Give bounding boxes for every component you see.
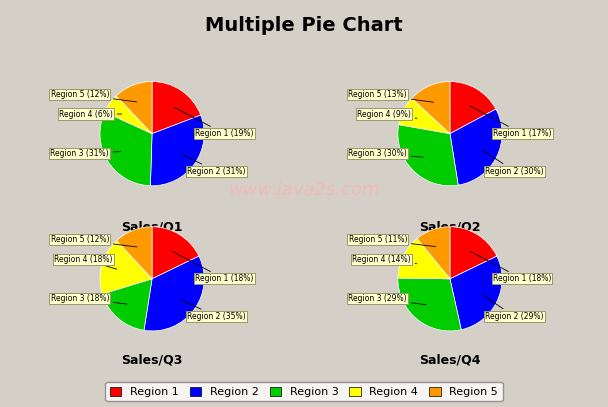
Wedge shape <box>450 81 496 133</box>
Wedge shape <box>450 227 497 279</box>
Text: www.java2s.com: www.java2s.com <box>228 181 380 199</box>
Wedge shape <box>398 278 461 331</box>
Wedge shape <box>117 227 152 279</box>
Wedge shape <box>105 96 152 133</box>
Text: Sales/Q2: Sales/Q2 <box>420 221 481 234</box>
Text: Region 4 (18%): Region 4 (18%) <box>55 255 117 269</box>
Text: Region 1 (18%): Region 1 (18%) <box>471 252 551 283</box>
Wedge shape <box>150 115 204 186</box>
Wedge shape <box>417 227 450 279</box>
Text: Region 3 (18%): Region 3 (18%) <box>50 294 127 304</box>
Text: Region 4 (6%): Region 4 (6%) <box>59 109 122 118</box>
Text: Region 2 (30%): Region 2 (30%) <box>483 150 544 176</box>
Wedge shape <box>450 109 502 185</box>
Wedge shape <box>399 98 450 133</box>
Text: Region 2 (35%): Region 2 (35%) <box>182 300 246 321</box>
Wedge shape <box>100 112 152 186</box>
Wedge shape <box>116 81 152 133</box>
Text: Sales/Q3: Sales/Q3 <box>122 354 183 367</box>
Wedge shape <box>144 256 204 331</box>
Text: Region 5 (11%): Region 5 (11%) <box>348 235 436 247</box>
Wedge shape <box>398 125 458 186</box>
Wedge shape <box>398 239 450 279</box>
Legend: Region 1, Region 2, Region 3, Region 4, Region 5: Region 1, Region 2, Region 3, Region 4, … <box>105 382 503 401</box>
Wedge shape <box>100 241 152 294</box>
Text: Region 2 (29%): Region 2 (29%) <box>483 295 544 321</box>
Wedge shape <box>152 81 201 133</box>
Text: Multiple Pie Chart: Multiple Pie Chart <box>205 16 403 35</box>
Text: Region 4 (14%): Region 4 (14%) <box>352 255 416 264</box>
Text: Sales/Q1: Sales/Q1 <box>122 221 183 234</box>
Text: Region 4 (9%): Region 4 (9%) <box>357 109 417 118</box>
Text: Region 5 (12%): Region 5 (12%) <box>50 235 137 247</box>
Text: Region 3 (29%): Region 3 (29%) <box>348 294 426 305</box>
Text: Region 1 (18%): Region 1 (18%) <box>173 252 254 283</box>
Wedge shape <box>412 81 450 133</box>
Text: Region 1 (19%): Region 1 (19%) <box>174 107 254 138</box>
Text: Region 3 (31%): Region 3 (31%) <box>50 149 120 158</box>
Text: Sales/Q4: Sales/Q4 <box>420 354 481 367</box>
Wedge shape <box>102 279 152 330</box>
Text: Region 5 (12%): Region 5 (12%) <box>50 90 137 102</box>
Wedge shape <box>450 256 502 330</box>
Text: Region 2 (31%): Region 2 (31%) <box>182 155 246 176</box>
Text: Region 5 (13%): Region 5 (13%) <box>348 90 434 102</box>
Text: Region 3 (30%): Region 3 (30%) <box>348 149 423 158</box>
Wedge shape <box>152 227 199 279</box>
Text: Region 1 (17%): Region 1 (17%) <box>470 106 551 138</box>
